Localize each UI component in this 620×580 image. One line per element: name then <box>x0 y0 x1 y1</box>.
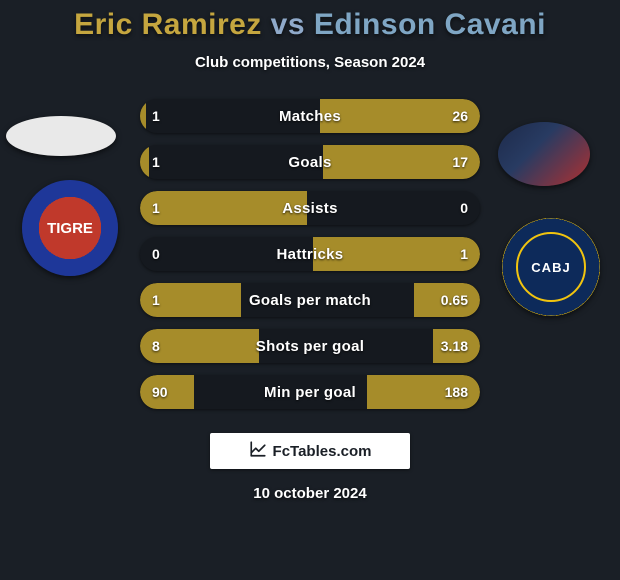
stat-value-left: 90 <box>152 384 168 400</box>
player1-photo <box>6 116 116 156</box>
stat-row: 1 Goals per match 0.65 <box>140 283 480 317</box>
stat-label: Shots per goal <box>256 338 364 355</box>
stat-label: Min per goal <box>264 384 356 401</box>
stat-label: Assists <box>282 200 337 217</box>
stat-label: Matches <box>279 108 341 125</box>
stat-row: 1 Goals 17 <box>140 145 480 179</box>
stat-label: Hattricks <box>277 246 344 263</box>
comparison-card: Eric Ramirez vs Edinson Cavani Club comp… <box>0 0 620 580</box>
stat-value-right: 3.18 <box>441 338 468 354</box>
stat-value-left: 0 <box>152 246 160 262</box>
player1-name: Eric Ramirez <box>74 8 262 41</box>
stat-row: 90 Min per goal 188 <box>140 375 480 409</box>
chart-line-icon <box>249 440 267 462</box>
branding-text: FcTables.com <box>273 443 372 460</box>
player2-name: Edinson Cavani <box>314 8 546 41</box>
stat-value-right: 17 <box>452 154 468 170</box>
stat-row: 0 Hattricks 1 <box>140 237 480 271</box>
stat-label: Goals per match <box>249 292 371 309</box>
player2-club-crest: CABJ <box>502 218 600 316</box>
branding-badge: FcTables.com <box>210 433 410 469</box>
stat-label: Goals <box>288 154 331 171</box>
stat-value-right: 1 <box>460 246 468 262</box>
stat-value-left: 1 <box>152 200 160 216</box>
stat-row: 8 Shots per goal 3.18 <box>140 329 480 363</box>
player2-photo <box>498 122 590 186</box>
player2-club-label: CABJ <box>516 232 586 302</box>
stat-value-left: 1 <box>152 292 160 308</box>
vs-label: vs <box>271 8 305 41</box>
date-label: 10 october 2024 <box>0 485 620 502</box>
stat-value-left: 8 <box>152 338 160 354</box>
stat-value-right: 0 <box>460 200 468 216</box>
player1-club-crest: TIGRE <box>22 180 118 276</box>
stat-value-right: 188 <box>445 384 468 400</box>
subtitle: Club competitions, Season 2024 <box>0 54 620 71</box>
stat-value-left: 1 <box>152 154 160 170</box>
stat-row: 1 Matches 26 <box>140 99 480 133</box>
stat-row: 1 Assists 0 <box>140 191 480 225</box>
stats-list: 1 Matches 26 1 Goals 17 1 Assists 0 0 Hattricks 1 1 G… <box>140 99 480 409</box>
stat-value-right: 0.65 <box>441 292 468 308</box>
player1-club-label: TIGRE <box>47 220 93 237</box>
stat-value-right: 26 <box>452 108 468 124</box>
stat-bar-left <box>140 99 146 133</box>
stat-bar-left <box>140 145 149 179</box>
stat-value-left: 1 <box>152 108 160 124</box>
page-title: Eric Ramirez vs Edinson Cavani <box>0 8 620 42</box>
